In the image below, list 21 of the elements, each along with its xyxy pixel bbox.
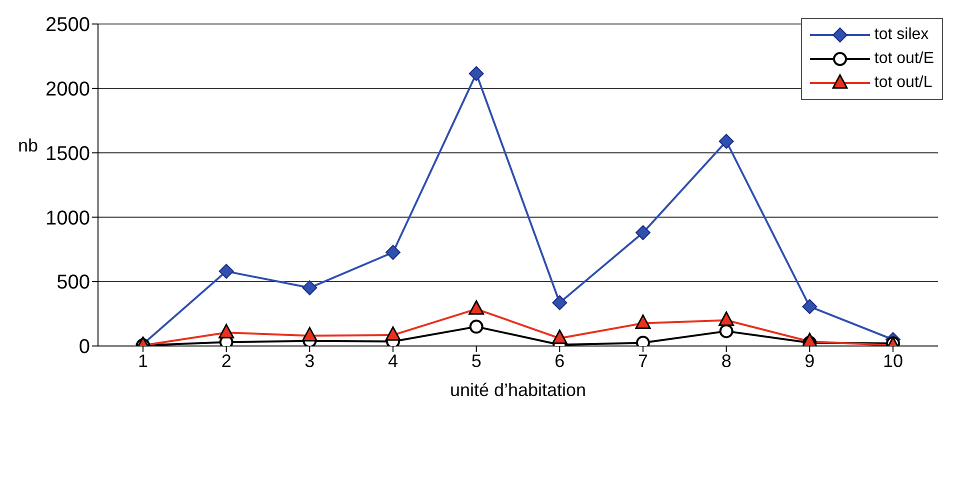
x-tick-label: 5	[471, 350, 482, 371]
x-axis-title: unité d’habitation	[450, 380, 586, 400]
legend-label: tot silex	[874, 26, 929, 44]
y-tick-label: 1500	[46, 142, 90, 165]
x-tick-label: 8	[721, 350, 732, 371]
x-tick-label: 7	[638, 350, 648, 371]
y-tick-label: 2000	[46, 78, 90, 100]
x-tick-label: 4	[388, 350, 398, 371]
x-tick-label: 10	[882, 350, 904, 371]
y-tick-label: 500	[56, 272, 90, 294]
legend-label: tot out/E	[874, 50, 934, 68]
y-tick-label: 2500	[46, 14, 90, 36]
y-axis-title: nb	[18, 135, 38, 156]
x-tick-label: 9	[804, 350, 815, 371]
y-tick-label: 1000	[46, 207, 90, 230]
y-tick-label: 0	[78, 336, 90, 358]
legend-label: tot out/L	[874, 74, 932, 92]
x-tick-label: 3	[304, 350, 315, 371]
x-tick-label: 2	[221, 350, 232, 371]
x-tick-label: 6	[554, 350, 565, 371]
x-tick-label: 1	[138, 350, 148, 371]
